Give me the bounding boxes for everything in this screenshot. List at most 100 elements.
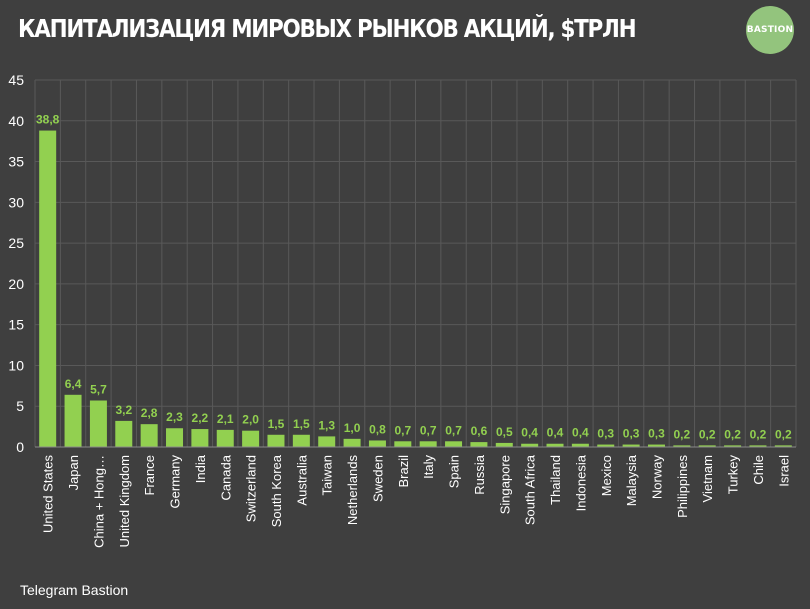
y-tick-label: 20 [8,276,24,292]
value-label: 0,3 [648,427,665,441]
value-label: 0,4 [521,426,538,440]
value-label: 0,2 [724,427,741,441]
bar [39,130,57,447]
value-label: 0,2 [674,427,691,441]
bar [622,444,640,447]
value-label: 6,4 [65,377,82,391]
bars [39,130,792,447]
value-label: 0,3 [597,427,614,441]
x-tick-label: Mexico [599,455,614,496]
bar [749,445,767,447]
x-tick-label: South Korea [269,454,284,527]
value-label: 0,7 [445,423,462,437]
x-tick-label: South Africa [523,454,538,525]
x-tick-label: Turkey [726,455,741,495]
value-labels: 38,8 6,4 5,7 3,2 2,8 2,3 2,2 2,1 2,0 1,5 1,5 1,3 1,0… [36,113,792,442]
bar [724,445,742,447]
bar [597,444,615,447]
x-tick-label: Philippines [675,455,690,518]
bar [89,400,107,447]
x-tick-label: United States [41,455,56,534]
x-tick-label: Taiwan [320,455,335,495]
y-tick-label: 40 [8,113,24,129]
x-tick-label: Japan [66,455,81,490]
bar [673,445,691,447]
value-label: 1,5 [293,417,310,431]
y-tick-label: 35 [8,154,24,170]
bar [191,429,209,447]
x-tick-label: Israel [776,455,791,487]
x-tick-label: Thailand [548,455,563,505]
x-tick-label: Australia [294,454,309,505]
y-tick-label: 30 [8,194,24,210]
bar [571,443,589,447]
value-label: 0,2 [775,427,792,441]
bar [292,434,310,447]
chart-title: КАПИТАЛИЗАЦИЯ МИРОВЫХ РЫНКОВ АКЦИЙ, $ТРЛ… [18,14,637,43]
x-tick-label: Netherlands [345,455,360,526]
bar [495,442,513,447]
x-tick-label: Sweden [370,455,385,502]
bar [242,430,260,447]
bar [445,441,463,447]
x-tick-label: Malaysia [624,454,639,506]
x-tick-label: Vietnam [700,455,715,502]
bar [698,445,716,447]
x-tick-label: Chile [751,455,766,485]
bar [216,429,234,447]
value-label: 0,4 [572,426,589,440]
x-tick-label: France [142,455,157,495]
x-tick-label: India [193,454,208,483]
value-label: 0,8 [369,422,386,436]
x-axis-ticks: United States Japan China + Hong… United Ki… [41,454,792,548]
value-label: 2,1 [217,412,234,426]
x-tick-label: Switzerland [244,455,259,522]
y-tick-label: 15 [8,317,24,333]
bar [140,424,158,447]
bar [64,394,82,447]
bar [343,438,361,447]
bastion-logo: BASTION [746,6,794,54]
grid-lines [34,79,797,447]
bar [419,441,437,447]
y-axis-ticks: 0 5 10 15 20 25 30 35 40 45 [8,72,24,455]
bar [115,420,133,447]
y-tick-label: 0 [16,439,24,455]
x-tick-label: Brazil [396,455,411,488]
bar [774,445,792,447]
value-label: 2,2 [192,411,209,425]
bar [521,443,539,447]
bar [318,436,336,447]
value-label: 0,3 [623,427,640,441]
bar [166,428,184,447]
x-tick-label: Spain [447,455,462,488]
bar [647,444,665,447]
value-label: 2,3 [166,410,183,424]
value-label: 5,7 [90,383,107,397]
bar [368,440,386,447]
bar [546,443,564,447]
x-tick-label: China + Hong… [91,455,106,548]
value-label: 1,0 [344,421,361,435]
value-label: 2,8 [141,406,158,420]
y-tick-label: 5 [16,398,24,414]
x-tick-label: Russia [472,454,487,495]
x-tick-label: Germany [168,455,183,509]
value-label: 0,2 [750,427,767,441]
value-label: 1,3 [318,418,335,432]
value-label: 0,4 [547,426,564,440]
x-tick-label: United Kingdom [117,455,132,548]
value-label: 2,0 [242,413,259,427]
value-label: 3,2 [115,403,132,417]
x-tick-label: Norway [649,455,664,500]
x-tick-label: Indonesia [573,454,588,511]
value-label: 0,2 [699,427,716,441]
bar [470,442,488,447]
bar [267,434,285,447]
footer-source: Telegram Bastion [20,582,129,598]
y-tick-label: 25 [8,235,24,251]
value-label: 38,8 [36,113,60,127]
x-tick-label: Italy [421,455,436,479]
x-tick-label: Canada [218,454,233,500]
